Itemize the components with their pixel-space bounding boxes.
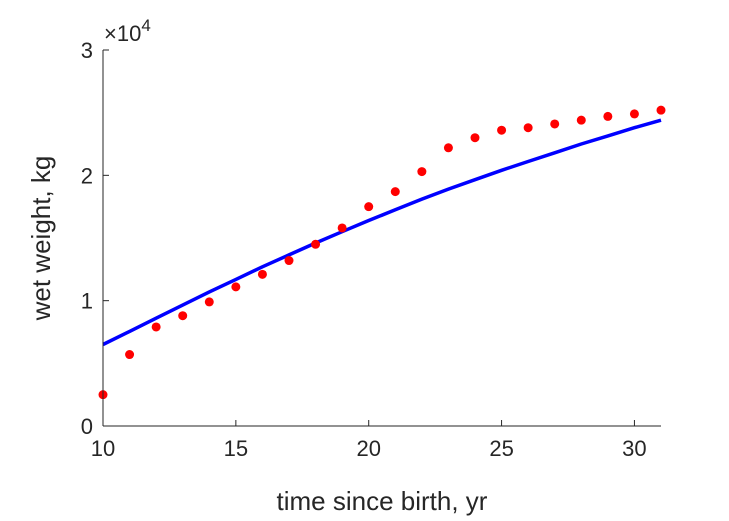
- data-point: [523, 123, 533, 133]
- data-point: [470, 133, 480, 143]
- data-point: [550, 119, 560, 129]
- data-point: [576, 115, 586, 125]
- plot-points: [98, 105, 666, 400]
- y-tick-label: 1: [81, 289, 93, 314]
- y-tick-label: 0: [81, 414, 93, 439]
- data-point: [443, 143, 453, 153]
- data-point: [257, 269, 267, 279]
- plot-lines: [102, 118, 662, 347]
- data-point: [629, 109, 639, 119]
- x-tick-label: 30: [622, 436, 646, 461]
- data-point: [311, 239, 321, 249]
- data-point: [656, 105, 666, 115]
- x-axis-label: time since birth, yr: [277, 486, 488, 516]
- y-tick-label: 3: [81, 38, 93, 63]
- data-point: [497, 125, 507, 135]
- data-point: [603, 111, 613, 121]
- data-point: [178, 311, 188, 321]
- y-multiplier-exponent: 4: [141, 16, 150, 35]
- data-point: [364, 202, 374, 212]
- x-tick-label: 10: [91, 436, 115, 461]
- data-point: [284, 256, 294, 266]
- data-point: [417, 167, 427, 177]
- axes: [102, 50, 661, 427]
- data-point: [204, 297, 214, 307]
- y-multiplier-base: ×10: [104, 21, 141, 46]
- ticks: 10 15 20 25 30 0 1 2 3: [81, 38, 647, 461]
- data-point: [390, 187, 400, 197]
- y-tick-label: 2: [81, 163, 93, 188]
- fit-curve: [102, 118, 662, 347]
- data-point: [151, 322, 161, 332]
- data-point: [231, 282, 241, 292]
- data-point: [337, 223, 347, 233]
- y-axis-label: wet weight, kg: [26, 156, 56, 322]
- x-tick-label: 25: [489, 436, 513, 461]
- y-multiplier: ×104: [104, 16, 151, 46]
- x-tick-label: 15: [224, 436, 248, 461]
- data-point: [125, 350, 135, 360]
- x-tick-label: 20: [356, 436, 380, 461]
